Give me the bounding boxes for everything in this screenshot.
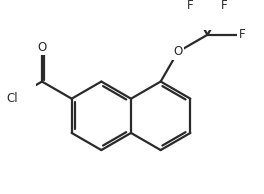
Text: F: F bbox=[187, 0, 194, 12]
Text: F: F bbox=[238, 28, 245, 41]
Text: O: O bbox=[37, 41, 47, 54]
Text: Cl: Cl bbox=[7, 92, 18, 105]
Text: O: O bbox=[173, 45, 182, 58]
Text: F: F bbox=[221, 0, 228, 12]
